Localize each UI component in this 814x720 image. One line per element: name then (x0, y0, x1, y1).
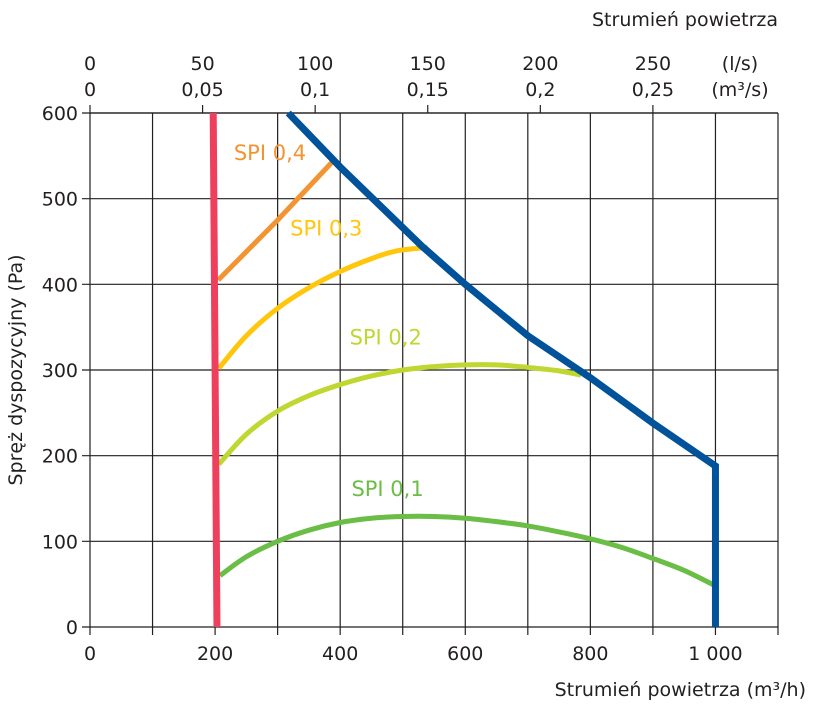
series-line-spi-0-1 (218, 513, 717, 589)
x-tick-label: 0 (84, 643, 96, 665)
series-line-min-flow (209, 112, 221, 628)
top-tick-label-m3s: 0,1 (300, 79, 330, 101)
series-label: SPI 0,3 (290, 217, 362, 241)
series-line-spi-0-2 (216, 362, 582, 466)
top-tick-label-m3s: 0 (84, 79, 96, 101)
series-line-spi-0-3 (216, 245, 429, 370)
top-tick-label-m3s: 0,25 (632, 79, 674, 101)
x-tick-label: 1 000 (688, 643, 742, 665)
top-unit-m3s: (m³/s) (711, 79, 768, 101)
y-tick-label: 400 (42, 274, 78, 296)
top-tick-label-ls: 0 (84, 53, 96, 75)
x-axis-title: Strumień powietrza (m³/h) (555, 679, 806, 701)
top-tick-label-ls: 200 (522, 53, 558, 75)
y-tick-label: 100 (42, 531, 78, 553)
series-label: SPI 0,4 (234, 141, 306, 165)
y-tick-label: 200 (42, 446, 78, 468)
y-tick-label: 500 (42, 189, 78, 211)
top-tick-label-ls: 50 (190, 53, 214, 75)
top-tick-label-ls: 100 (297, 53, 333, 75)
series-line-max-limit (285, 110, 719, 627)
top-tick-label-m3s: 0,15 (407, 79, 449, 101)
top-tick-label-m3s: 0,05 (181, 79, 223, 101)
y-axis-title: Spręż dyspozycyjny (Pa) (5, 254, 27, 485)
series-label: SPI 0,1 (351, 477, 423, 501)
y-tick-label: 300 (42, 360, 78, 382)
top-tick-label-m3s: 0,2 (525, 79, 555, 101)
series-group (209, 110, 719, 628)
x-tick-label: 600 (447, 643, 483, 665)
top-tick-label-ls: 150 (410, 53, 446, 75)
series-line-spi-0-4 (216, 158, 336, 282)
grid (82, 105, 779, 635)
y-tick-label: 0 (66, 617, 78, 639)
series-label: SPI 0,2 (350, 325, 422, 349)
top-tick-label-ls: 250 (635, 53, 671, 75)
top-unit-ls: (l/s) (722, 53, 758, 75)
x-tick-label: 800 (572, 643, 608, 665)
top-axis-title: Strumień powietrza (592, 9, 778, 31)
x-tick-label: 400 (322, 643, 358, 665)
y-tick-label: 600 (42, 103, 78, 125)
x-tick-label: 200 (197, 643, 233, 665)
